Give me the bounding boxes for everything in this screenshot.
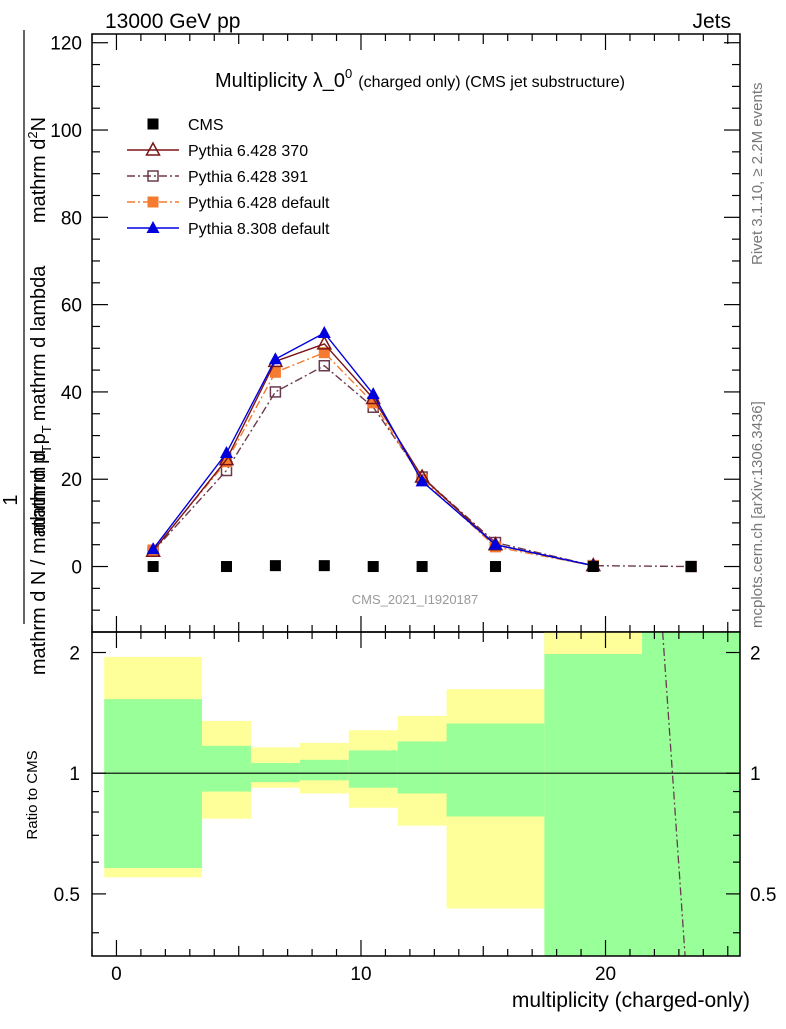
ratio-ytick-label-right: 2 bbox=[750, 644, 761, 665]
ratio-ytick-label: 1 bbox=[69, 764, 80, 785]
header-energy-label: 13000 GeV pp bbox=[105, 10, 240, 33]
data-point bbox=[366, 387, 380, 400]
data-point bbox=[489, 561, 501, 573]
data-point bbox=[587, 561, 599, 573]
legend-label: Pythia 6.428 370 bbox=[188, 143, 308, 160]
ratio-ytick-label: 2 bbox=[69, 644, 80, 665]
series-cms bbox=[147, 560, 697, 573]
ratio-line-pythia-391 bbox=[661, 631, 686, 957]
main-title: Multiplicity λ_00(charged only) (CMS jet… bbox=[215, 66, 625, 92]
main-ytick-label: 40 bbox=[61, 383, 82, 404]
ratio-stat-band bbox=[544, 632, 740, 956]
legend-item: Pythia 6.428 default bbox=[127, 195, 330, 212]
ratio-ytick-label: 0.5 bbox=[54, 885, 80, 906]
xtick-label: 20 bbox=[595, 964, 616, 985]
data-point bbox=[316, 335, 333, 350]
main-ylabel: 1 mathrm d2N mathrm d pTmathrm d lambda … bbox=[0, 30, 54, 675]
data-point bbox=[220, 456, 232, 468]
legend-marker bbox=[146, 221, 160, 233]
ratio-stat-band bbox=[348, 750, 398, 788]
ratio-stat-band bbox=[446, 723, 545, 817]
ratio-stat-band bbox=[299, 759, 349, 781]
data-point bbox=[318, 347, 330, 359]
data-point bbox=[317, 326, 331, 338]
legend-marker bbox=[147, 170, 159, 182]
ratio-frame bbox=[91, 631, 741, 957]
main-ytick-label: 20 bbox=[61, 470, 82, 491]
ratio-stat-band bbox=[250, 763, 300, 783]
data-point bbox=[218, 451, 235, 466]
data-point bbox=[269, 386, 282, 398]
main-ylabel-top-prefix: 1 bbox=[0, 494, 22, 505]
ratio-ylabel: Ratio to CMS bbox=[24, 750, 41, 839]
data-point bbox=[219, 446, 233, 459]
data-point bbox=[146, 542, 160, 555]
legend-label: Pythia 6.428 391 bbox=[188, 169, 308, 186]
ratio-bands bbox=[104, 632, 740, 956]
header-jets-label: Jets bbox=[692, 10, 731, 33]
data-point bbox=[685, 561, 697, 573]
ratio-total-band-top bbox=[544, 632, 643, 654]
series-pythia-6-428-default bbox=[147, 347, 599, 572]
ratio-stat-band-top bbox=[642, 632, 740, 654]
analysis-watermark: CMS_2021_I1920187 bbox=[352, 592, 479, 607]
series-pythia-6-428-370 bbox=[145, 335, 602, 572]
data-point bbox=[147, 561, 159, 573]
xtick-label: 10 bbox=[350, 964, 371, 985]
data-point bbox=[318, 359, 331, 372]
xlabel: multiplicity (charged-only) bbox=[512, 989, 750, 1012]
legend-label: Pythia 6.428 default bbox=[188, 195, 330, 212]
ratio-stat-band bbox=[104, 699, 203, 869]
data-point bbox=[269, 366, 281, 378]
legend-label: Pythia 8.308 default bbox=[188, 221, 330, 238]
data-point bbox=[416, 561, 428, 573]
mcplots-label: mcplots.cern.ch [arXiv:1306.3436] bbox=[749, 401, 766, 628]
ratio-stat-band bbox=[397, 741, 447, 794]
data-point bbox=[415, 474, 429, 487]
main-ylabel-numerator: mathrm d2N bbox=[25, 117, 50, 223]
legend-marker bbox=[147, 118, 159, 130]
series-pythia-8-308-default bbox=[146, 326, 600, 571]
legend-marker bbox=[145, 141, 161, 156]
data-point bbox=[488, 537, 502, 550]
data-point bbox=[318, 560, 330, 572]
series-line bbox=[152, 364, 692, 568]
data-point bbox=[220, 561, 232, 573]
data-point bbox=[269, 560, 281, 572]
series-line bbox=[152, 343, 594, 567]
main-ytick-label: 0 bbox=[71, 558, 82, 579]
legend-item: CMS bbox=[147, 117, 224, 134]
legend-item: Pythia 8.308 default bbox=[127, 221, 330, 238]
data-point bbox=[268, 352, 282, 365]
ratio-ytick-label-right: 0.5 bbox=[750, 885, 776, 906]
legend-item: Pythia 6.428 370 bbox=[127, 141, 308, 160]
legend: CMS Pythia 6.428 370 Pythia 6.428 391 Pythi… bbox=[127, 117, 330, 238]
legend-label: CMS bbox=[188, 117, 224, 134]
main-ytick-label: 120 bbox=[50, 34, 82, 55]
ratio-stat-band bbox=[202, 745, 251, 792]
rivet-label: Rivet 3.1.10, ≥ 2.2M events bbox=[749, 83, 766, 266]
main-ylabel-norm: mathrm d N / mathrm d pT bbox=[28, 445, 54, 675]
data-point bbox=[367, 561, 379, 573]
main-ytick-label: 80 bbox=[61, 208, 82, 229]
ratio-ytick-label-right: 1 bbox=[750, 764, 761, 785]
main-ytick-label: 100 bbox=[50, 121, 82, 142]
main-plot: 0 20 40 60 80 100 120 Multiplicity λ_00(charged… bbox=[50, 33, 741, 633]
main-ylabel-denominator: mathrm d pTmathrm d lambda bbox=[28, 265, 54, 535]
legend-item: Pythia 6.428 391 bbox=[127, 169, 308, 186]
ratio-plot: 0.5 0.51 12 20 10 20 bbox=[54, 631, 776, 985]
series-line bbox=[152, 332, 594, 567]
legend-marker bbox=[147, 196, 159, 208]
series-line bbox=[152, 351, 594, 567]
xtick-label: 0 bbox=[111, 964, 122, 985]
main-ytick-label: 60 bbox=[61, 296, 82, 317]
